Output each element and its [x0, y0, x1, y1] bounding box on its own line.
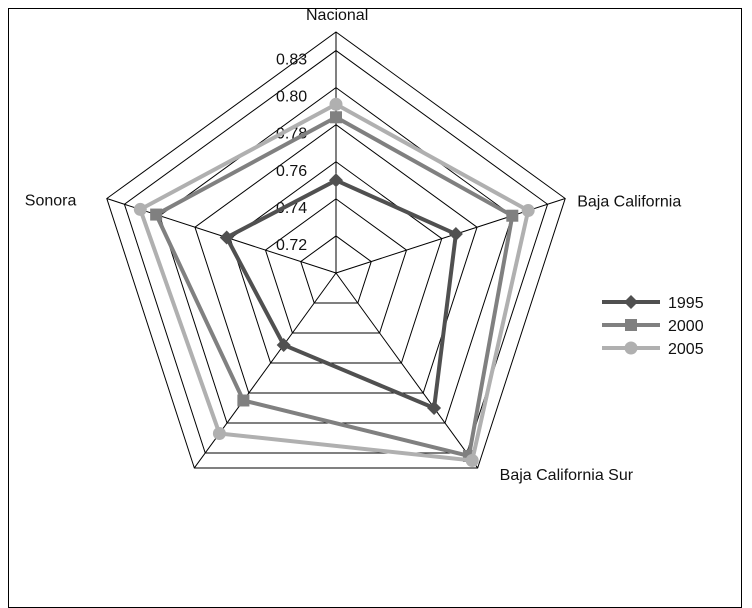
grid-ring-5: [123, 49, 549, 454]
series-point-2000: [506, 209, 519, 222]
series-point-1995: [427, 400, 442, 415]
series-point-2005: [521, 204, 535, 218]
grid-ring-1: [264, 198, 408, 334]
category-label: Sonora: [25, 193, 77, 210]
legend-marker-2000: [625, 319, 637, 331]
series-line-2005: [137, 102, 531, 463]
series-point-1995: [329, 173, 343, 188]
tick-label: 0.76: [276, 163, 307, 180]
category-label: Baja California: [577, 194, 681, 211]
series-line-1995: [223, 178, 459, 411]
axis-spoke-2: [335, 272, 479, 469]
category-label: Baja California Sur: [500, 467, 634, 484]
legend-label: 2005: [668, 341, 704, 358]
grid-ring-6: [106, 31, 566, 469]
legend-marker-2005: [624, 341, 638, 355]
series-point-2000: [330, 111, 342, 124]
grid-ring-0: [300, 235, 372, 304]
grid-ring-3: [194, 124, 478, 394]
series-point-2000: [237, 394, 250, 407]
series-point-1995: [276, 337, 291, 352]
series-point-2005: [133, 202, 147, 216]
tick-label: 0.80: [276, 89, 307, 106]
tick-label: 0.74: [276, 200, 307, 217]
series-point-2005: [329, 97, 343, 111]
series-line-2000: [153, 114, 515, 459]
legend-label: 1995: [668, 295, 704, 312]
tick-label: 0.83: [276, 52, 307, 69]
series-point-2005: [465, 453, 479, 467]
legend-label: 2000: [668, 318, 704, 335]
category-label: Nacional: [306, 7, 368, 24]
series-point-1995: [219, 230, 234, 245]
legend-marker-1995: [624, 295, 638, 309]
series-point-2005: [212, 426, 226, 440]
series-point-2000: [150, 208, 163, 221]
tick-label: 0.72: [276, 237, 307, 254]
series-point-1995: [448, 227, 463, 242]
